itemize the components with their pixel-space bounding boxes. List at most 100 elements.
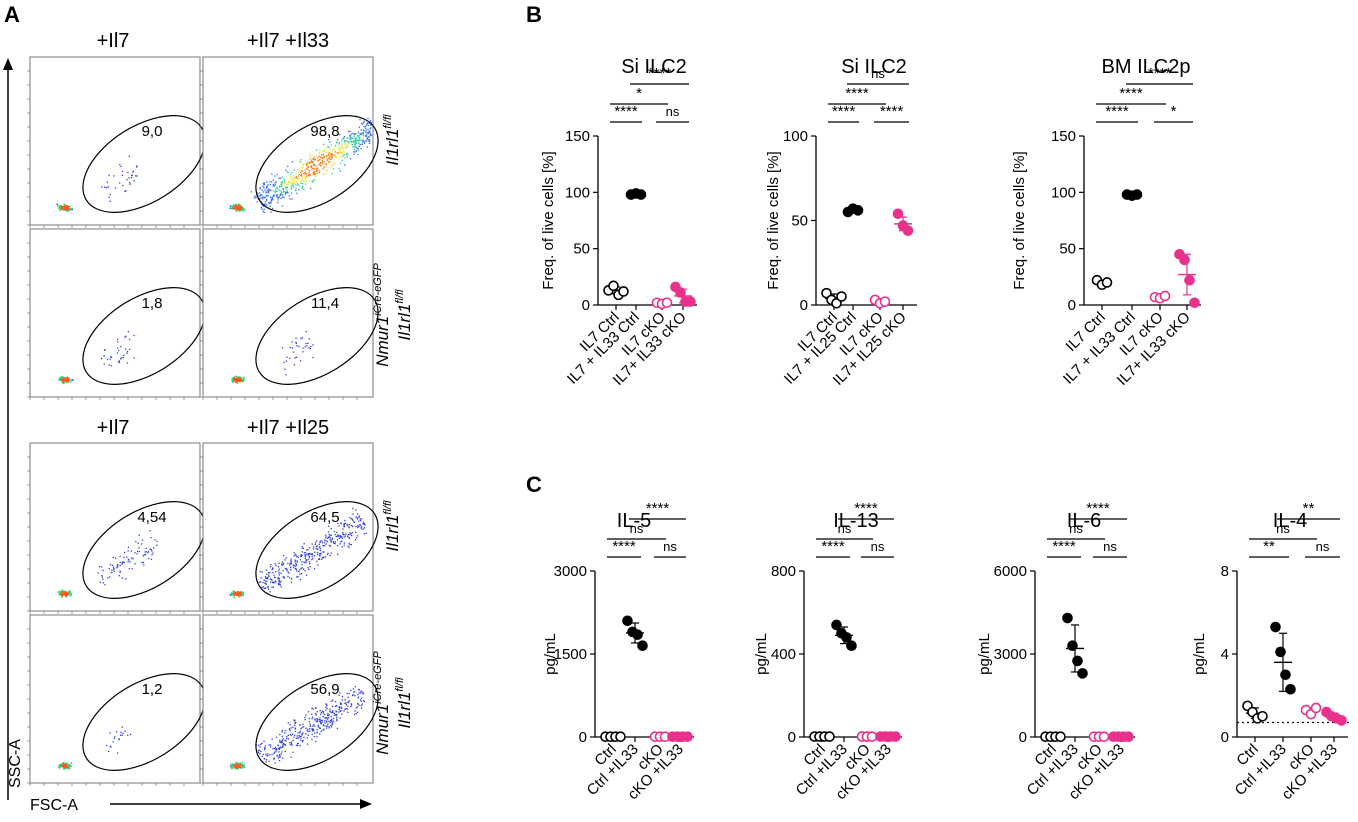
flow-event [239,376,241,378]
flow-event [338,155,340,157]
flow-event [304,171,306,174]
flow-event [331,157,333,159]
flow-event [320,719,322,721]
flow-event [260,577,262,579]
flow-event [358,516,360,518]
flow-event [109,200,111,202]
flow-event [355,707,357,709]
flow-event [271,196,273,199]
flow-event [319,149,321,151]
flow-event [299,744,301,747]
flow-event [104,349,106,351]
flow-plot-r0-c0: 9,0 [27,56,206,228]
flow-event [239,378,241,381]
flow-event [292,726,294,728]
flow-event [61,762,64,765]
flow-event [314,551,316,553]
flow-event [278,751,280,753]
flow-event [59,376,62,378]
flow-event [351,535,353,537]
flow-event [291,171,293,173]
flow-event [233,591,236,593]
flow-event [104,584,106,586]
flow-event [322,168,324,170]
flow-event [310,187,312,190]
flow-event [299,573,301,575]
flow-event [62,378,64,380]
flow-event [263,182,266,184]
flow-event [361,122,363,124]
flow-event [273,757,275,759]
flow-event [306,729,308,732]
flow-event [312,161,314,163]
flow-plot-frame [29,56,201,226]
flow-event [302,183,304,185]
flow-event [141,539,144,541]
flow-event [357,524,359,527]
flow-event [275,571,277,573]
flow-event [280,753,282,755]
flow-event [264,196,266,198]
flow-event [307,549,309,551]
flow-event [287,571,289,573]
flow-event [357,535,359,537]
flow-event [149,530,151,532]
flow-event [368,142,371,144]
flow-event [259,188,261,190]
flow-event [124,190,126,193]
flow-event [123,354,125,357]
flow-event [327,146,329,148]
flow-event [344,141,346,143]
flow-event [321,557,324,559]
flow-event [287,722,289,724]
flow-event [344,702,346,704]
flow-event [356,139,358,141]
flow-event [242,591,245,594]
flow-event [118,360,120,362]
flow-event [357,513,359,515]
flow-event [123,556,125,559]
flow-event [286,191,288,194]
flow-event [313,179,315,181]
flow-event [69,209,71,211]
flow-event [295,189,297,192]
flow-event [341,147,343,149]
flow-event [98,566,101,568]
flow-event [309,730,311,732]
flow-event [61,594,63,597]
flow-event [344,164,346,166]
data-point [890,731,901,742]
flow-event [301,173,303,175]
flow-event [128,155,130,157]
flow-event [136,165,138,167]
y-tick-label: 100 [783,128,808,145]
flow-event [315,165,317,167]
flow-event [269,744,272,746]
flow-event [357,147,359,149]
flow-event [289,175,292,178]
flow-gate-ellipse [255,115,379,213]
flow-event [362,132,364,134]
flow-event [241,592,243,594]
flow-event [264,582,266,584]
flow-event [332,164,334,166]
flow-event [369,132,371,134]
flow-event [327,723,329,725]
flow-event [360,700,362,702]
flow-event [347,701,349,704]
flow-event [61,376,63,379]
flow-event [349,141,351,143]
flow-event [347,534,349,536]
data-point [836,291,847,302]
flow-event [299,724,301,726]
flow-event [370,134,373,136]
flow-event [283,184,286,187]
flow-event [300,555,302,557]
flow-event [331,539,333,541]
flow-event [353,151,355,153]
flow-event [133,334,135,337]
y-tick-label: 0 [1068,297,1076,314]
flow-event [263,587,265,589]
flow-event [287,165,289,168]
flow-event [370,122,373,124]
